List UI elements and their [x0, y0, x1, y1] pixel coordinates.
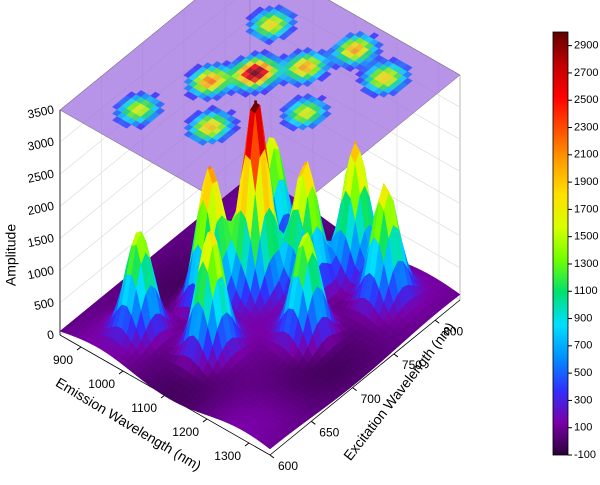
y-tick-label: 750	[402, 358, 422, 372]
colorbar-tick-label: 2500	[574, 94, 598, 106]
z-tick-label: 500	[33, 295, 56, 313]
colorbar-tick-label: 300	[574, 394, 592, 406]
peak	[208, 231, 212, 235]
x-tick-label: 1100	[131, 401, 157, 415]
colorbar-tick-label: 900	[574, 312, 592, 324]
y-tick-label: 800	[443, 324, 463, 338]
x-tick-label: 900	[53, 353, 73, 367]
y-tick	[434, 319, 440, 324]
z-tick-label: 0	[46, 327, 56, 342]
x-tick-label: 1000	[88, 377, 115, 391]
colorbar-tick-label: 1100	[574, 285, 598, 297]
contour-cell	[402, 71, 413, 79]
colorbar-tick-label: 1900	[574, 176, 598, 188]
colorbar-tick-label: 1500	[574, 231, 598, 243]
colorbar-tick-label: 2100	[574, 149, 598, 161]
contour-cell	[226, 108, 237, 116]
y-tick-label: 650	[319, 425, 339, 439]
contour-cell	[321, 110, 332, 118]
peak	[383, 188, 387, 192]
colorbar-tick-label: -100	[574, 449, 596, 461]
colorbar-tick-label: 1700	[574, 203, 598, 215]
contour-cell	[154, 107, 166, 115]
peak	[254, 100, 258, 104]
colorbar-tick-label: 2300	[574, 121, 598, 133]
contour-cell	[402, 64, 413, 72]
y-tick	[352, 387, 357, 392]
surface	[59, 101, 461, 450]
contour-cells	[112, 4, 413, 146]
colorbar-tick-label: 100	[574, 422, 592, 434]
y-tick	[311, 420, 316, 425]
x-tick-label: 1200	[172, 425, 199, 439]
contour-cell	[288, 25, 299, 33]
contour-cell	[373, 48, 385, 56]
contour-cell	[150, 91, 161, 99]
contour-cell	[287, 18, 299, 27]
contour-cell	[321, 71, 332, 79]
x-tick	[118, 370, 124, 375]
contour-cell	[154, 101, 166, 109]
colorbar	[552, 31, 569, 456]
y-tick	[393, 353, 399, 358]
z-tick-label: 2000	[26, 199, 55, 218]
axis-line	[269, 299, 461, 456]
x-tick	[244, 442, 250, 447]
x-tick-label: 1300	[214, 449, 241, 463]
y-tick-label: 700	[361, 392, 381, 406]
contour-cell	[287, 12, 299, 20]
colorbar-tick-label: 2900	[574, 40, 598, 52]
peak	[137, 233, 141, 237]
surface-cell	[264, 441, 276, 450]
peak	[304, 161, 308, 165]
peak	[353, 141, 357, 145]
z-tick-label: 3500	[26, 102, 55, 121]
colorbar-tick-label: 1300	[574, 258, 598, 270]
peak	[208, 166, 212, 170]
contour-cell	[231, 118, 242, 126]
y-tick	[269, 454, 275, 459]
z-tick-label: 1500	[26, 231, 55, 250]
peak	[270, 138, 274, 142]
colorbar-tick-label: 500	[574, 367, 592, 379]
contour-cell	[231, 124, 242, 132]
x-tick	[202, 418, 208, 423]
contour-cell	[369, 32, 380, 40]
z-tick-label: 3000	[26, 134, 55, 153]
colorbar-tick-label: 700	[574, 340, 592, 352]
y-tick-label: 600	[278, 459, 298, 473]
contour-cell	[373, 41, 385, 49]
peak	[304, 233, 308, 237]
z-axis-title: Amplitude	[3, 224, 19, 286]
contour-cell	[316, 94, 328, 102]
contour-cell	[402, 77, 413, 85]
colorbar-tick-label: 2700	[574, 67, 598, 79]
z-tick-label: 1000	[26, 263, 55, 282]
x-tick	[76, 346, 82, 351]
z-tick-label: 2500	[26, 167, 55, 186]
contour-cell	[321, 104, 332, 112]
